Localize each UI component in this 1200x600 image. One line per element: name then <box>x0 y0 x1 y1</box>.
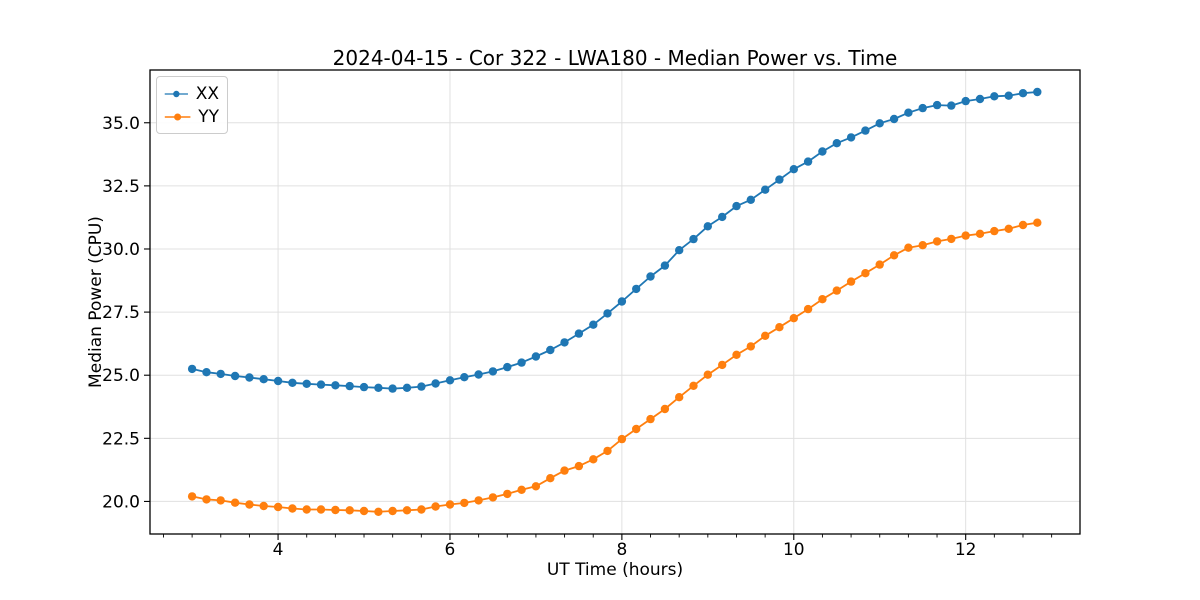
y-axis-label: Median Power (CPU) <box>86 216 106 388</box>
legend-marker-yy-icon <box>164 112 191 121</box>
x-tick-label: 10 <box>783 540 805 560</box>
series-yy-line <box>191 221 1038 513</box>
legend: XX YY <box>156 76 228 134</box>
y-axis-ticks: 20.0 22.5 25.0 27.5 30.0 32.5 35.0 <box>102 114 150 512</box>
y-tick-label: 32.5 <box>102 177 140 197</box>
legend-item-yy: YY <box>164 105 219 128</box>
y-tick-label: 27.5 <box>102 303 140 323</box>
y-tick-label: 22.5 <box>102 429 140 449</box>
series-xx-line <box>191 91 1038 390</box>
legend-item-xx: XX <box>164 82 219 105</box>
legend-label-yy: YY <box>198 106 219 127</box>
y-tick-label: 35.0 <box>102 114 140 134</box>
y-tick-label: 20.0 <box>102 492 140 512</box>
x-tick-label: 12 <box>955 540 977 560</box>
series-xx-markers <box>187 87 1042 393</box>
x-tick-label: 4 <box>273 540 284 560</box>
grid-lines <box>150 70 1080 534</box>
legend-marker-xx-icon <box>164 90 188 97</box>
chart-title: 2024-04-15 - Cor 322 - LWA180 - Median P… <box>332 46 898 70</box>
series-yy-markers <box>187 218 1042 516</box>
y-tick-label: 25.0 <box>102 366 140 386</box>
x-tick-label: 6 <box>445 540 456 560</box>
plot-spines <box>149 69 1081 535</box>
x-axis-ticks: 4 6 8 10 12 <box>163 534 1053 560</box>
legend-label-xx: XX <box>195 83 219 104</box>
y-tick-label: 30.0 <box>102 240 140 260</box>
x-tick-label: 8 <box>616 540 627 560</box>
x-axis-label: UT Time (hours) <box>546 560 684 580</box>
